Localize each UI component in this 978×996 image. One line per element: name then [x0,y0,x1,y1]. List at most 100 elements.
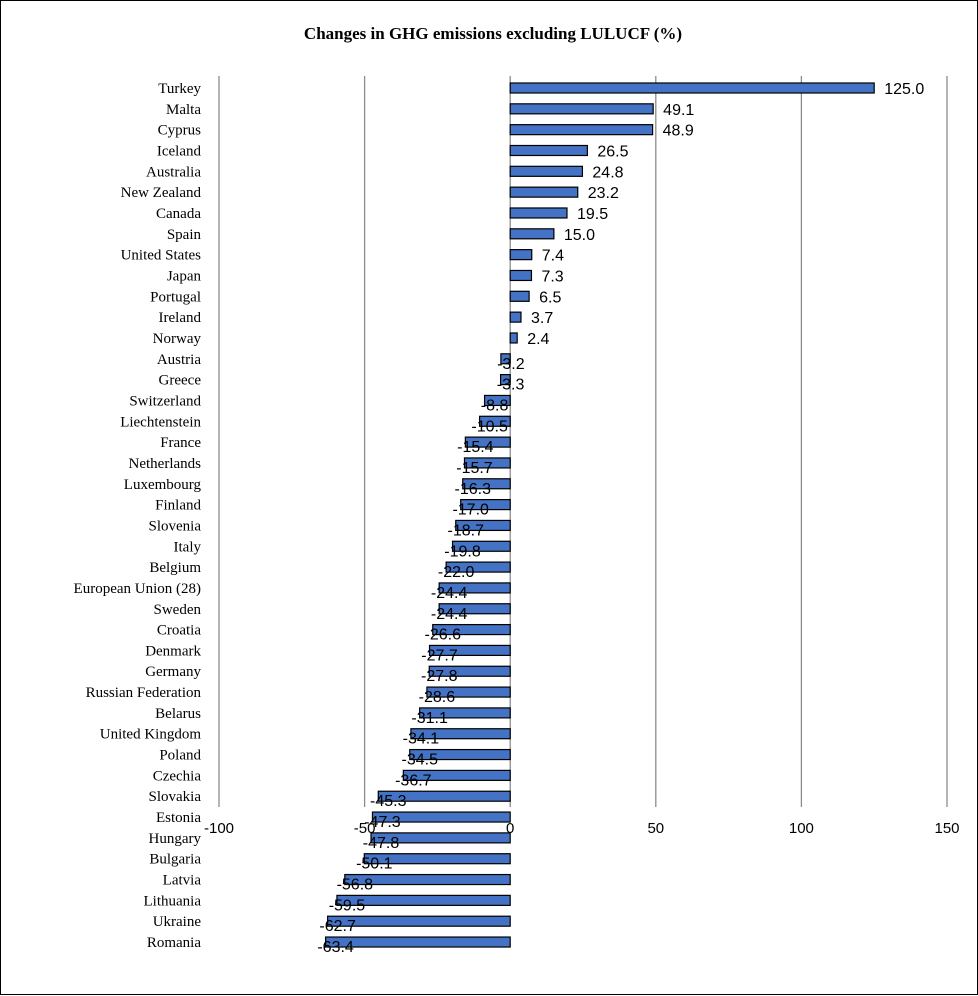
category-label-12: Norway [153,331,202,347]
data-label-3: 26.5 [597,143,628,160]
data-label-20: -17.0 [452,502,489,519]
category-label-16: Liechtenstein [120,414,201,430]
category-label-29: Russian Federation [86,685,202,701]
category-label-35: Estonia [156,810,201,826]
category-label-26: Croatia [157,623,201,639]
bar-8 [509,249,533,261]
data-label-41: -63.4 [317,939,354,956]
category-label-27: Denmark [145,643,201,659]
data-label-23: -22.0 [438,564,475,581]
category-label-38: Latvia [163,873,202,889]
chart-title: Changes in GHG emissions excluding LULUC… [304,24,682,43]
bar-5 [509,186,579,198]
bar-25 [438,603,511,615]
data-label-37: -50.1 [356,856,393,873]
data-label-2: 48.9 [663,123,694,140]
bar-36 [370,832,511,844]
data-labels: 125.0 49.1 48.9 26.5 24.8 23.2 19.5 15.07.4 7.3 6… [317,81,924,956]
data-label-29: -28.6 [419,689,456,706]
bar-30 [419,707,511,719]
category-label-32: Poland [159,748,201,764]
data-label-13: -3.2 [497,356,525,373]
bar-40 [327,915,511,927]
category-label-34: Slovakia [149,789,202,805]
category-label-11: Ireland [159,310,202,326]
data-label-32: -34.5 [402,752,439,769]
category-label-1: Malta [166,102,201,118]
category-label-3: Iceland [157,143,202,159]
data-label-1: 49.1 [663,102,694,119]
category-label-4: Australia [146,164,201,180]
bar-38 [344,873,511,886]
category-label-17: France [160,435,201,451]
bar-0 [509,82,875,94]
x-tick-label-2: 0 [506,820,514,837]
data-label-0: 125.0 [884,81,924,98]
data-label-22: -19.8 [444,543,481,560]
data-label-9: 7.3 [541,268,563,285]
data-label-5: 23.2 [588,185,619,202]
x-tick-label-0: -100 [204,820,234,837]
bar-7 [509,228,555,240]
x-axis-tick-labels: -100 -50 0 50 100 150 [204,820,960,837]
x-tick-label-4: 100 [789,820,814,837]
data-label-27: -27.7 [421,647,458,664]
data-label-31: -34.1 [403,731,440,748]
bar-32 [409,748,511,761]
data-label-11: 3.7 [531,310,553,327]
category-label-15: Switzerland [129,393,201,409]
data-label-24: -24.4 [431,585,468,602]
data-label-36: -47.8 [363,835,400,852]
data-label-35: -47.3 [364,814,401,831]
bar-10 [509,290,530,302]
data-label-4: 24.8 [592,164,623,181]
data-label-21: -18.7 [448,522,485,539]
bar-37 [363,853,511,865]
bar-1 [509,103,654,115]
category-labels: Turkey Malta Cyprus Iceland Australia New Zea… [74,81,202,951]
bar-11 [509,311,522,323]
category-label-10: Portugal [150,289,201,305]
data-label-38: -56.8 [337,877,374,894]
bar-33 [402,769,511,781]
bar-4 [509,165,584,177]
bar-6 [509,207,568,219]
bar-2 [509,124,654,136]
data-label-10: 6.5 [539,289,561,306]
category-label-28: Germany [145,664,201,680]
grid-lines [218,76,948,807]
data-label-40: -62.7 [319,918,356,935]
category-label-40: Ukraine [153,914,202,930]
data-label-18: -15.7 [456,460,493,477]
data-label-34: -45.3 [370,793,407,810]
data-label-17: -15.4 [457,439,494,456]
bar-13 [500,353,511,365]
bar-19 [462,478,511,490]
category-label-39: Lithuania [144,893,202,909]
bar-35 [371,811,511,823]
category-label-14: Greece [159,373,202,389]
data-label-28: -27.8 [421,668,458,685]
bars [324,82,875,948]
category-label-33: Czechia [153,768,202,784]
bar-31 [410,728,511,740]
data-label-33: -36.7 [395,772,432,789]
category-label-20: Finland [155,498,201,514]
category-label-25: Sweden [154,602,202,618]
category-label-18: Netherlands [129,456,202,472]
category-label-22: Italy [174,539,202,555]
bar-20 [460,499,511,511]
bar-18 [463,457,511,469]
bar-28 [428,665,511,677]
data-label-25: -24.4 [431,606,468,623]
bar-23 [445,561,511,573]
category-label-23: Belgium [149,560,201,576]
data-label-14: -3.3 [497,377,525,394]
bar-3 [509,144,588,157]
category-label-36: Hungary [149,831,202,847]
data-label-26: -26.6 [425,627,462,644]
x-tick-label-1: -50 [354,820,376,837]
data-label-19: -16.3 [455,481,492,498]
bar-27 [428,644,511,657]
